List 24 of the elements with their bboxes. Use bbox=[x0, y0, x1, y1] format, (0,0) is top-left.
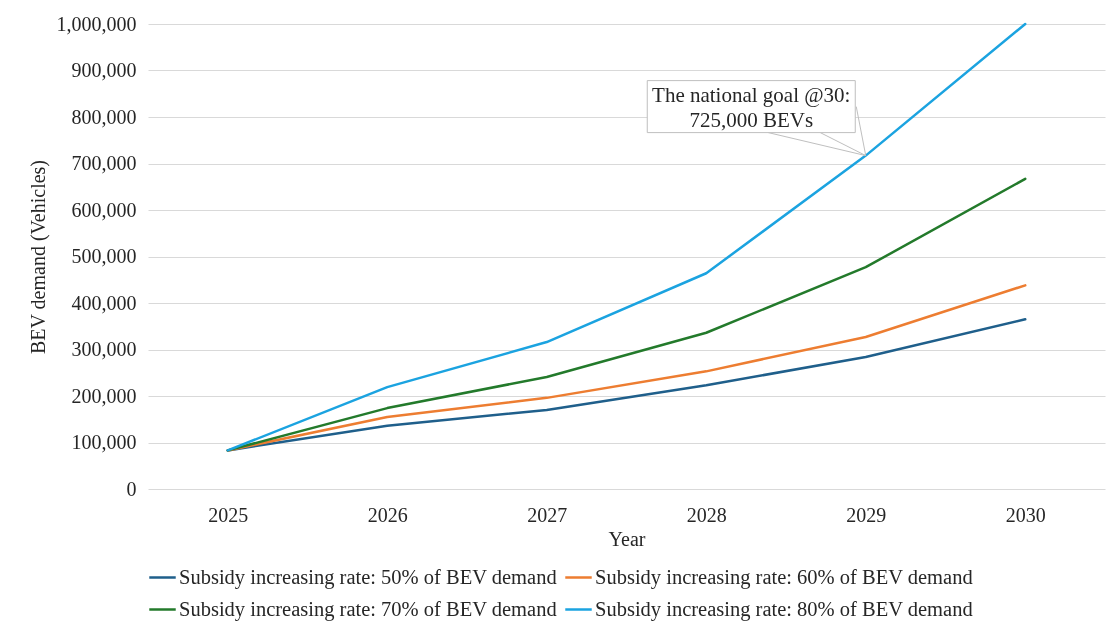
legend-label: Subsidy increasing rate: 70% of BEV demand bbox=[179, 597, 557, 621]
x-axis-title: Year bbox=[608, 527, 646, 550]
y-tick-label: 600,000 bbox=[71, 198, 137, 221]
x-tick-label: 2030 bbox=[1005, 503, 1046, 526]
y-tick-label: 700,000 bbox=[71, 152, 137, 174]
annotation: The national goal @30: 725,000 BEVs bbox=[652, 82, 851, 132]
y-tick-label: 200,000 bbox=[71, 384, 137, 407]
x-tick-label: 2027 bbox=[527, 503, 568, 526]
x-tick-label: 2026 bbox=[367, 503, 408, 526]
legend-label: Subsidy increasing rate: 50% of BEV demand bbox=[179, 565, 557, 589]
y-tick-label: 500,000 bbox=[71, 245, 137, 267]
y-tick-label: 400,000 bbox=[71, 291, 137, 314]
y-tick-label: 300,000 bbox=[71, 338, 137, 360]
y-tick-label: 100,000 bbox=[71, 431, 137, 453]
x-tick-label: 2025 bbox=[208, 503, 249, 526]
legend-label: Subsidy increasing rate: 60% of BEV demand bbox=[595, 565, 973, 589]
y-tick-label: 0 bbox=[126, 477, 137, 500]
x-tick-label: 2029 bbox=[846, 503, 887, 526]
y-tick-label: 900,000 bbox=[71, 59, 137, 81]
y-tick-label: 800,000 bbox=[71, 105, 137, 128]
legend-label: Subsidy increasing rate: 80% of BEV demand bbox=[595, 597, 973, 621]
y-tick-label: 1,000,000 bbox=[56, 12, 137, 35]
x-tick-label: 2028 bbox=[686, 503, 727, 526]
y-axis-title: BEV demand (Vehicles) bbox=[26, 159, 50, 355]
